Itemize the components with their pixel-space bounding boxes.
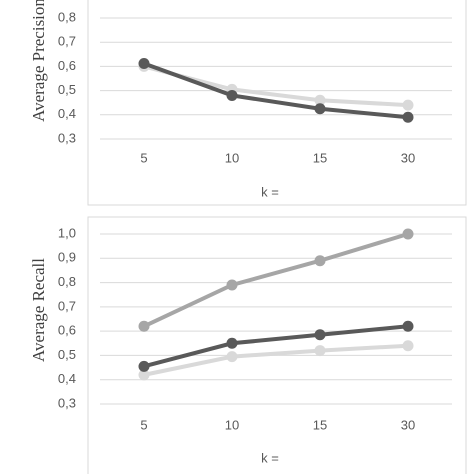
- point: [226, 279, 238, 291]
- point: [138, 320, 150, 332]
- series-line: [143, 343, 409, 377]
- chart-frame: [87, 216, 467, 474]
- x-tick-label: 30: [401, 417, 415, 432]
- x-tick-label: 15: [313, 417, 327, 432]
- point: [138, 369, 150, 381]
- point: [314, 255, 326, 267]
- y-tick-label: 0,8: [58, 9, 76, 24]
- point: [138, 57, 150, 69]
- point: [226, 89, 238, 101]
- point: [314, 329, 326, 341]
- point: [402, 111, 414, 123]
- chart: 0,3 0,4 0,5 0,6 0,7 0,8 5 10 15 30 k = Average Prec…: [29, 0, 467, 206]
- point: [226, 351, 238, 363]
- y-tick-label: 0,4: [58, 371, 76, 386]
- x-tick-label: 5: [140, 150, 147, 165]
- y-tick-label: 0,5: [58, 82, 76, 97]
- y-axis-label: Average Precision: [29, 0, 48, 122]
- point: [402, 320, 414, 332]
- x-tick-label: 30: [401, 150, 415, 165]
- point: [138, 360, 150, 372]
- y-tick-label: 0,3: [58, 130, 76, 145]
- point: [314, 345, 326, 357]
- y-tick-label: 0,3: [58, 395, 76, 410]
- y-tick-label: 0,5: [58, 347, 76, 362]
- y-tick-label: 0,6: [58, 323, 76, 338]
- x-tick-label: 10: [225, 150, 239, 165]
- y-tick-label: 0,6: [58, 58, 76, 73]
- y-tick-label: 0,7: [58, 34, 76, 49]
- series-line: [143, 64, 409, 108]
- y-tick-label: 0,4: [58, 106, 76, 121]
- chart-frame: [87, 0, 467, 206]
- chart: 0,3 0,4 0,5 0,6 0,7 0,8 0,9 1,0 5 10 15 30 k = Averag…: [29, 216, 467, 474]
- x-axis-label: k =: [261, 450, 279, 465]
- point: [402, 99, 414, 111]
- y-tick-label: 0,8: [58, 274, 76, 289]
- x-axis-label: k =: [261, 184, 279, 199]
- y-tick-label: 0,9: [58, 250, 76, 265]
- x-tick-label: 5: [140, 417, 147, 432]
- x-tick-label: 15: [313, 150, 327, 165]
- point: [402, 228, 414, 240]
- point: [314, 103, 326, 115]
- y-tick-label: 0,7: [58, 298, 76, 313]
- point: [226, 337, 238, 349]
- y-tick-label: 1,0: [58, 225, 76, 240]
- point: [402, 340, 414, 352]
- series-line: [143, 61, 409, 120]
- x-tick-label: 10: [225, 417, 239, 432]
- point: [314, 94, 326, 106]
- series-line: [143, 232, 409, 329]
- series-line: [143, 324, 409, 369]
- y-axis-label: Average Recall: [29, 258, 48, 362]
